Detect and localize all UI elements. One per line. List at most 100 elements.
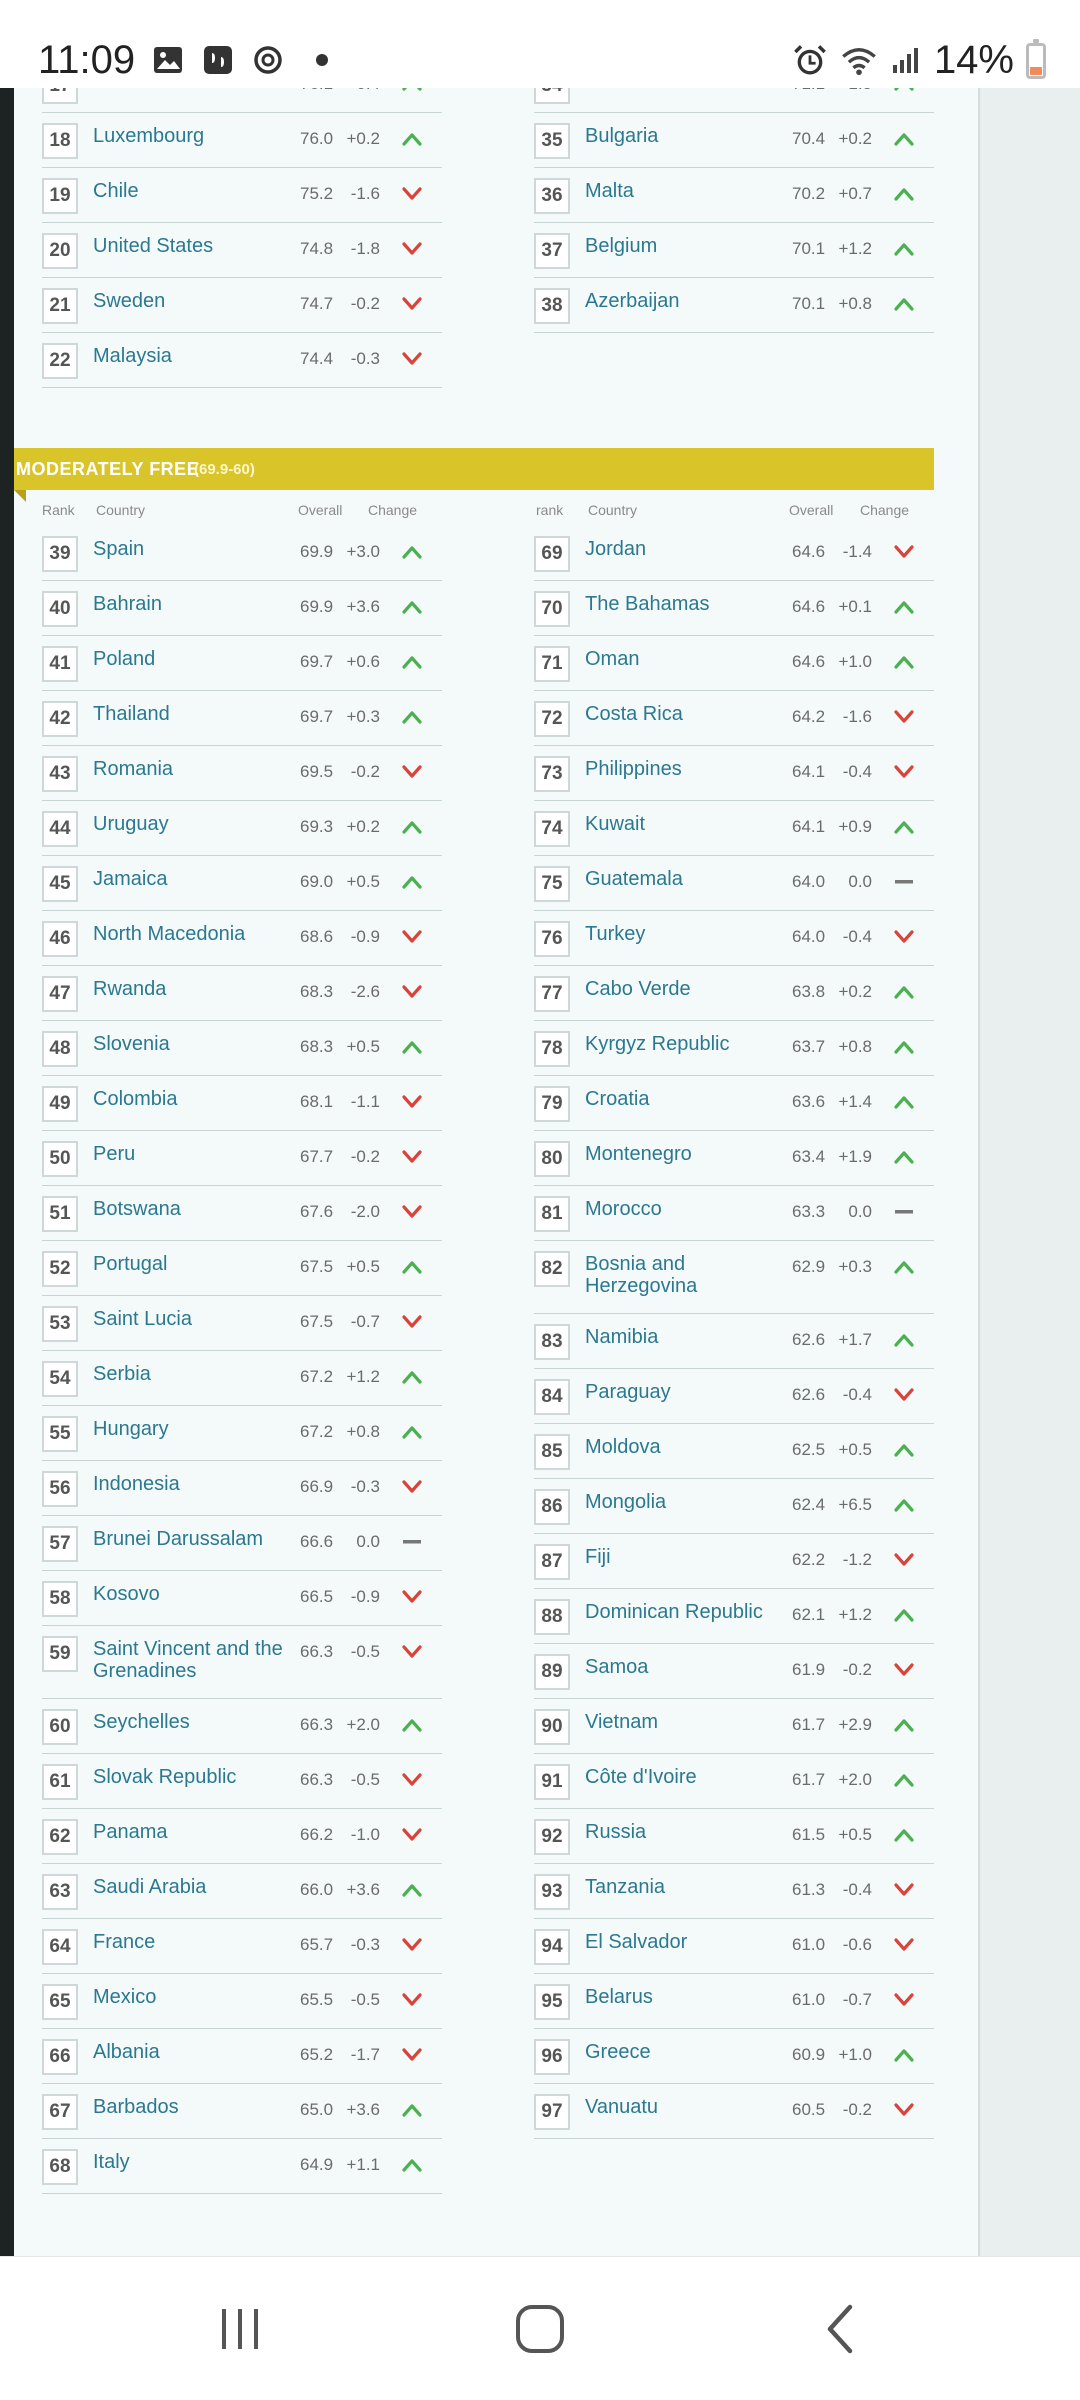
table-row: 22 Malaysia 74.4 -0.3: [42, 333, 442, 388]
down-arrow-icon: [894, 1663, 914, 1676]
country-link[interactable]: Brunei Darussalam: [93, 1528, 264, 1550]
country-link[interactable]: Vietnam: [585, 1711, 659, 1733]
country-link[interactable]: Spain: [93, 538, 145, 560]
overall-score: 61.3: [792, 1880, 826, 1899]
country-link[interactable]: Tanzania: [585, 1876, 666, 1898]
country-link[interactable]: Sweden: [93, 290, 166, 312]
country-link[interactable]: Slovenia: [93, 1033, 170, 1055]
country-link[interactable]: Kuwait: [585, 813, 646, 835]
country-link[interactable]: France: [93, 1931, 156, 1953]
country-link[interactable]: Portugal: [93, 1253, 168, 1275]
up-arrow-icon: [894, 1334, 914, 1347]
country-link[interactable]: Italy: [93, 2151, 130, 2173]
country-link[interactable]: Hungary: [93, 1418, 169, 1440]
country-link[interactable]: Romania: [93, 758, 174, 780]
score-change: -0.5: [350, 1642, 380, 1661]
country-link[interactable]: Montenegro: [585, 1143, 692, 1165]
score-change: -1.7: [350, 2045, 380, 2064]
country-link[interactable]: Panama: [93, 1821, 168, 1843]
rank-number: 68: [42, 2149, 78, 2185]
country-link[interactable]: Greece: [585, 2041, 651, 2063]
rank-number: 95: [534, 1984, 570, 2020]
country-link[interactable]: Serbia: [93, 1363, 151, 1385]
country-link[interactable]: Malta: [585, 180, 634, 202]
down-arrow-icon: [402, 2048, 422, 2061]
country-link[interactable]: Luxembourg: [93, 125, 205, 147]
country-link[interactable]: Russia: [585, 1821, 647, 1843]
country-link[interactable]: Morocco: [585, 1198, 662, 1220]
country-link[interactable]: Thailand: [93, 703, 170, 725]
country-link[interactable]: Saint Vincent and the Grenadines: [93, 1638, 283, 1682]
country-link[interactable]: North Macedonia: [93, 923, 246, 945]
country-link[interactable]: Philippines: [585, 758, 682, 780]
table-row: 77 Cabo Verde 63.8 +0.2: [534, 966, 934, 1021]
country-link[interactable]: El Salvador: [585, 1931, 688, 1953]
table-row: 68 Italy 64.9 +1.1: [42, 2139, 442, 2194]
score-change: +0.5: [346, 872, 380, 891]
signal-icon: [892, 47, 918, 73]
country-link[interactable]: Azerbaijan: [585, 290, 680, 312]
country-link[interactable]: Oman: [585, 648, 640, 670]
back-icon[interactable]: [810, 2297, 874, 2361]
country-link[interactable]: Peru: [93, 1143, 136, 1165]
score-change: +6.5: [838, 1495, 872, 1514]
country-link[interactable]: Bosnia and Herzegovina: [585, 1253, 698, 1297]
country-link[interactable]: Samoa: [585, 1656, 649, 1678]
score-change: -0.5: [350, 1770, 380, 1789]
country-link[interactable]: Seychelles: [93, 1711, 190, 1733]
table-row: 18 Luxembourg 76.0 +0.2: [42, 113, 442, 168]
score-change: -0.4: [842, 762, 872, 781]
country-link[interactable]: Belgium: [585, 235, 658, 257]
country-link[interactable]: Costa Rica: [585, 703, 683, 725]
country-link[interactable]: Colombia: [93, 1088, 178, 1110]
country-link[interactable]: Poland: [93, 648, 156, 670]
country-link[interactable]: Paraguay: [585, 1381, 671, 1403]
country-link[interactable]: Jordan: [585, 538, 647, 560]
country-link[interactable]: Fiji: [585, 1546, 611, 1568]
country-link[interactable]: Bulgaria: [585, 125, 659, 147]
rank-number: 58: [42, 1581, 78, 1617]
up-arrow-icon: [894, 986, 914, 999]
country-link[interactable]: Jamaica: [93, 868, 168, 890]
country-link[interactable]: Dominican Republic: [585, 1601, 763, 1623]
country-link[interactable]: Chile: [93, 180, 139, 202]
country-link[interactable]: Uruguay: [93, 813, 169, 835]
table-row: 74 Kuwait 64.1 +0.9: [534, 801, 934, 856]
country-link[interactable]: The Bahamas: [585, 593, 710, 615]
country-link[interactable]: Slovak Republic: [93, 1766, 237, 1788]
country-link[interactable]: Côte d'Ivoire: [585, 1766, 697, 1788]
country-link[interactable]: Vanuatu: [585, 2096, 659, 2118]
country-link[interactable]: Moldova: [585, 1436, 661, 1458]
rank-number: 18: [42, 123, 78, 159]
country-link[interactable]: Mongolia: [585, 1491, 667, 1513]
country-link[interactable]: Saudi Arabia: [93, 1876, 207, 1898]
country-link[interactable]: Kazakhstan: [585, 88, 785, 92]
country-link[interactable]: Saint Lucia: [93, 1308, 192, 1330]
country-link[interactable]: Belarus: [585, 1986, 653, 2008]
country-link[interactable]: Indonesia: [93, 1473, 180, 1495]
country-link[interactable]: Barbados: [93, 2096, 179, 2118]
home-icon[interactable]: [508, 2297, 572, 2361]
country-link[interactable]: Guatemala: [585, 868, 683, 890]
rank-number: 63: [42, 1874, 78, 1910]
recent-apps-icon[interactable]: [208, 2297, 272, 2361]
country-link[interactable]: Cabo Verde: [585, 978, 691, 1000]
country-link[interactable]: Rwanda: [93, 978, 167, 1000]
country-link[interactable]: Bahrain: [93, 593, 162, 615]
country-link[interactable]: Albania: [93, 2041, 160, 2063]
country-link[interactable]: Turkey: [585, 923, 646, 945]
country-link[interactable]: Botswana: [93, 1198, 181, 1220]
country-link[interactable]: Kyrgyz Republic: [585, 1033, 730, 1055]
country-link[interactable]: Croatia: [585, 1088, 650, 1110]
table-row: 61 Slovak Republic 66.3 -0.5: [42, 1754, 442, 1809]
country-link[interactable]: Namibia: [585, 1326, 659, 1348]
country-link[interactable]: Malaysia: [93, 345, 172, 367]
score-change: 0.0: [848, 872, 872, 891]
overall-score: 63.4: [792, 1147, 826, 1166]
country-link[interactable]: Mexico: [93, 1986, 157, 2008]
country-link[interactable]: Finland: [93, 88, 293, 92]
country-link[interactable]: United States: [93, 235, 214, 257]
score-change: -1.1: [350, 1092, 380, 1111]
table-row: 34 Kazakhstan 71.1 +1.5: [534, 88, 934, 113]
country-link[interactable]: Kosovo: [93, 1583, 160, 1605]
